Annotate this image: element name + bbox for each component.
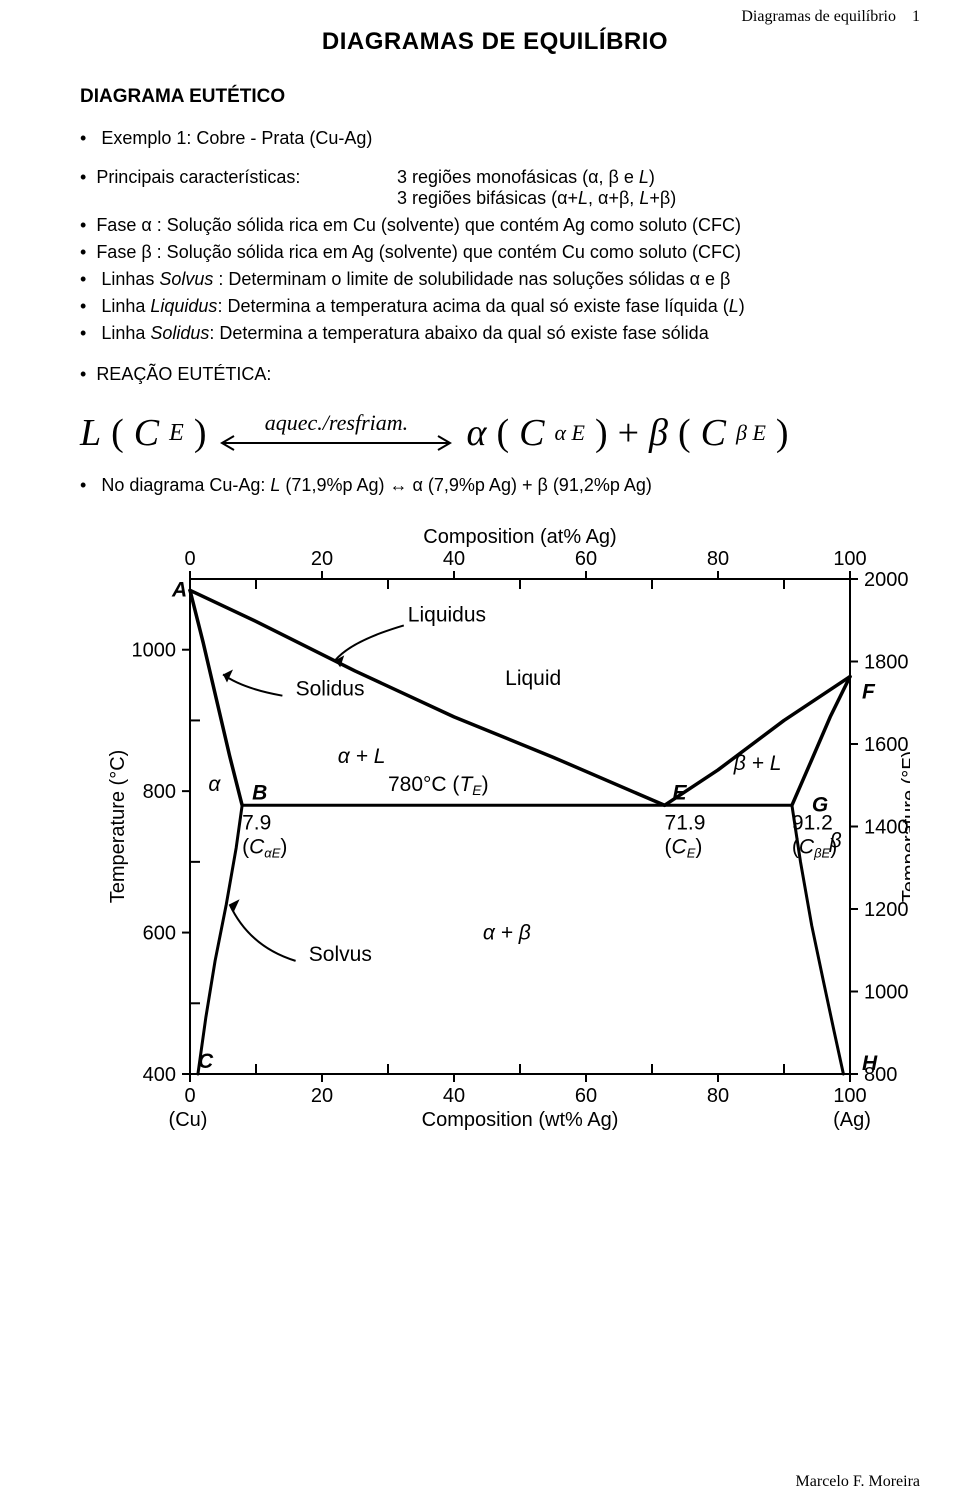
svg-text:80: 80 (707, 548, 729, 570)
example-label: Exemplo 1: Cobre - Prata (Cu-Ag) (101, 128, 372, 148)
svg-text:Solvus: Solvus (309, 943, 372, 966)
svg-text:400: 400 (143, 1064, 176, 1086)
char-line-2: 3 regiões bifásicas (α+L, α+β, L+β) (397, 188, 676, 208)
svg-text:β + L: β + L (733, 752, 782, 775)
svg-text:α: α (208, 773, 221, 796)
svg-text:1000: 1000 (864, 982, 909, 1004)
svg-text:91.2: 91.2 (792, 811, 833, 834)
example-line: Exemplo 1: Cobre - Prata (Cu-Ag) (80, 128, 910, 149)
char-line-1: 3 regiões monofásicas (α, β e L) (397, 167, 655, 187)
eq-L: L (80, 411, 101, 455)
phase-diagram-chart: 4006008001000800100012001400160018002000… (80, 524, 910, 1134)
svg-text:A: A (171, 578, 187, 601)
svg-text:Composition (wt% Ag): Composition (wt% Ag) (422, 1109, 619, 1131)
final-line: No diagrama Cu-Ag: L (71,9%p Ag) ↔ α (7,… (80, 475, 910, 496)
svg-text:80: 80 (707, 1085, 729, 1107)
svg-text:(Cu): (Cu) (169, 1109, 208, 1131)
svg-text:40: 40 (443, 548, 465, 570)
svg-text:Temperature (°C): Temperature (°C) (107, 750, 129, 904)
svg-text:40: 40 (443, 1085, 465, 1107)
svg-text:0: 0 (184, 1085, 195, 1107)
svg-text:7.9: 7.9 (242, 811, 271, 834)
svg-text:E: E (673, 781, 688, 804)
eq-C3: C (701, 411, 726, 455)
eq-beta: β (649, 411, 668, 455)
svg-text:0: 0 (184, 548, 195, 570)
bullet-solidus: Linha Solidus: Determina a temperatura a… (80, 323, 910, 344)
eq-arrow-label: aquec./resfriam. (265, 413, 408, 433)
svg-text:71.9: 71.9 (665, 811, 706, 834)
bullet-alpha: Fase α : Solução sólida rica em Cu (solv… (80, 215, 910, 236)
characteristics-block: Principais características: 3 regiões mo… (80, 167, 910, 209)
characteristics-lines: 3 regiões monofásicas (α, β e L) 3 regiõ… (397, 167, 676, 209)
eq-E1: E (169, 420, 184, 447)
svg-text:1000: 1000 (132, 640, 177, 662)
svg-text:100: 100 (833, 1085, 866, 1107)
page-number: 1 (912, 8, 920, 25)
eq-C1: C (134, 411, 159, 455)
eq-alpha: α (466, 411, 486, 455)
svg-text:C: C (198, 1050, 214, 1073)
svg-text:(CαE): (CαE) (242, 835, 287, 860)
svg-text:Temperature (°F): Temperature (°F) (899, 751, 910, 902)
reaction-label: REAÇÃO EUTÉTICA: (80, 364, 910, 385)
eq-bE: β E (736, 420, 766, 446)
svg-text:20: 20 (311, 1085, 333, 1107)
svg-text:H: H (862, 1052, 878, 1075)
phase-diagram-svg: 4006008001000800100012001400160018002000… (80, 524, 910, 1134)
svg-text:Liquid: Liquid (505, 667, 561, 690)
svg-text:800: 800 (143, 781, 176, 803)
svg-text:780°C (TE): 780°C (TE) (388, 773, 489, 798)
svg-text:F: F (862, 681, 876, 704)
svg-text:20: 20 (311, 548, 333, 570)
running-header: Diagramas de equilíbrio 1 (741, 8, 920, 26)
eq-arrow: aquec./resfriam. (216, 413, 456, 453)
svg-text:1800: 1800 (864, 652, 909, 674)
svg-text:Solidus: Solidus (296, 678, 365, 701)
svg-text:(CE): (CE) (665, 835, 703, 860)
svg-text:(CβE): (CβE) (792, 835, 837, 860)
svg-text:100: 100 (833, 548, 866, 570)
eutectic-equation: L (CE) aquec./resfriam. α (Cα E) + β (Cβ… (80, 411, 910, 455)
eq-plus: + (618, 411, 639, 455)
svg-text:60: 60 (575, 1085, 597, 1107)
svg-text:2000: 2000 (864, 569, 909, 591)
bullet-beta: Fase β : Solução sólida rica em Ag (solv… (80, 242, 910, 263)
eq-C2: C (519, 411, 544, 455)
svg-text:α + L: α + L (338, 745, 386, 768)
section-heading: DIAGRAMA EUTÉTICO (80, 86, 910, 108)
page-title: DIAGRAMAS DE EQUILÍBRIO (80, 28, 910, 56)
svg-text:600: 600 (143, 923, 176, 945)
bullet-solvus: Linhas Solvus : Determinam o limite de s… (80, 269, 910, 290)
svg-text:(Ag): (Ag) (833, 1109, 871, 1131)
svg-text:B: B (252, 781, 267, 804)
characteristics-label: Principais características: (80, 167, 392, 188)
double-arrow-icon (216, 433, 456, 453)
svg-text:Composition (at% Ag): Composition (at% Ag) (423, 526, 616, 548)
svg-text:α + β: α + β (483, 922, 531, 945)
bullet-liquidus: Linha Liquidus: Determina a temperatura … (80, 296, 910, 317)
svg-text:60: 60 (575, 548, 597, 570)
running-header-text: Diagramas de equilíbrio (741, 8, 896, 25)
svg-text:Liquidus: Liquidus (408, 603, 486, 626)
footer-author: Marcelo F. Moreira (796, 1473, 920, 1491)
eq-aE: α E (554, 420, 585, 446)
